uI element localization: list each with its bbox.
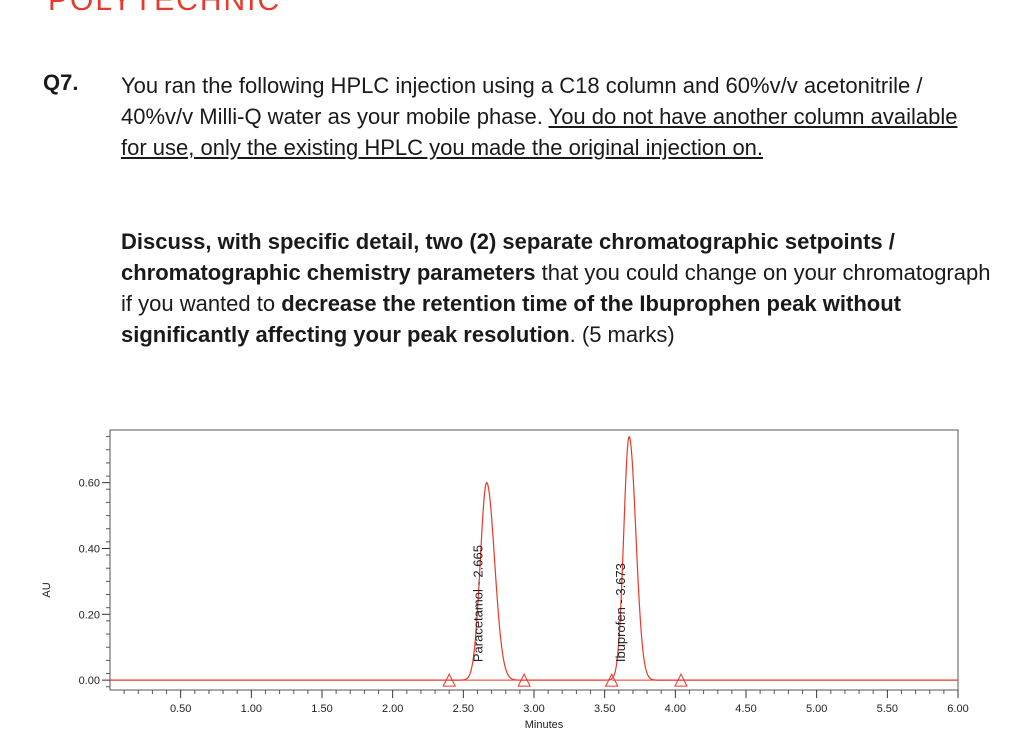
question-intro: You ran the following HPLC injection usi… [121,73,923,129]
peak-label-0: Paracetamol - 2.665 [471,545,486,662]
question-number: Q7. [43,70,78,96]
question-number-text: Q7 [43,70,73,95]
x-tick-label-11: 6.00 [947,703,968,715]
peak-label-1: Ibuprofen - 3.673 [613,563,628,662]
x-tick-label-10: 5.50 [877,703,898,715]
chromatogram-trace [110,435,958,681]
x-tick-label-8: 4.50 [735,703,756,715]
x-tick-label-3: 2.00 [382,703,403,715]
chromatogram-chart: 0.50 1.00 1.50 2.00 2.50 3.00 3.50 4.00 4.50 5.00… [41,429,969,731]
x-tick-label-4: 2.50 [453,703,474,715]
question-text: You ran the following HPLC injection usi… [121,70,981,163]
x-tick-label-5: 3.00 [523,703,544,715]
task-bold-1: Discuss, with specific detail, two (2) s… [121,229,895,285]
task-plain-1: that you could change on your chromatogr… [121,260,991,316]
plot-frame [109,429,959,691]
x-tick-label-9: 5.00 [806,703,827,715]
x-tick-label-6: 3.50 [594,703,615,715]
brand-wordmark: POLYTECHNIC [48,0,282,17]
x-tick-label-1: 1.00 [241,703,262,715]
x-tick-label-0: 0.50 [170,703,191,715]
question-constraint: You do not have another column available… [121,104,958,160]
x-tick-label-2: 1.50 [311,703,332,715]
x-tick-label-7: 4.00 [665,703,686,715]
task-plain-2: . (5 marks) [569,322,675,347]
y-tick-label-2: 0.40 [79,543,100,555]
x-axis-title: Minutes [525,719,564,731]
task-text: Discuss, with specific detail, two (2) s… [121,226,991,350]
question-number-suffix: . [72,70,79,95]
y-axis-title: AU [41,582,53,597]
task-bold-2: decrease the retention time of the Ibupr… [121,291,901,347]
y-tick-label-0: 0.00 [79,675,100,687]
y-tick-label-1: 0.20 [79,609,100,621]
y-tick-label-3: 0.60 [79,478,100,490]
